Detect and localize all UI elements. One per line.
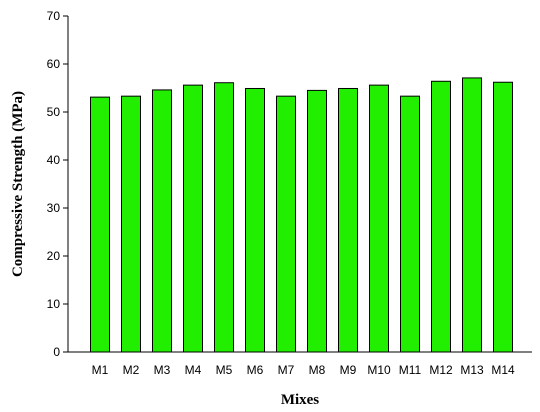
x-tick-label: M1 (92, 363, 109, 377)
x-axis-title: Mixes (281, 392, 319, 408)
bar-m5 (214, 82, 234, 353)
y-tick-label: 20 (47, 249, 61, 263)
x-tick-label: M11 (399, 363, 422, 377)
x-tick-label: M9 (340, 363, 357, 377)
bar-m7 (276, 95, 296, 353)
x-tick-label: M2 (123, 363, 140, 377)
bar-m11 (400, 95, 420, 353)
y-tick-label: 30 (47, 201, 61, 215)
bar-m3 (152, 89, 172, 353)
bar-m6 (245, 87, 265, 353)
bar-m14 (493, 81, 513, 353)
x-tick-label: M10 (367, 363, 391, 377)
y-tick-label: 40 (47, 153, 61, 167)
y-tick-label: 70 (47, 9, 61, 23)
bar-m9 (338, 87, 358, 353)
bar-m8 (307, 89, 327, 353)
y-tick-label: 50 (47, 105, 61, 119)
y-tick-label: 60 (47, 57, 61, 71)
x-tick-label: M13 (460, 363, 484, 377)
x-tick-label: M5 (216, 363, 233, 377)
bar-m12 (431, 80, 451, 353)
x-tick-label: M6 (247, 363, 264, 377)
bar-m13 (462, 77, 482, 353)
bar-m1 (90, 96, 110, 353)
x-tick-label: M12 (429, 363, 453, 377)
x-tick-label: M3 (154, 363, 171, 377)
y-axis-title: Compressive Strength (MPa) (10, 91, 26, 277)
x-axis-ticks: M1 M2 M3 M4 M5 M6 M7 M8 M9 M10 M11 M12 M13 M14 (92, 363, 515, 377)
x-tick-label: M4 (185, 363, 202, 377)
x-tick-label: M14 (491, 363, 515, 377)
bars (90, 77, 513, 353)
bar-m10 (369, 84, 389, 353)
x-tick-label: M7 (278, 363, 295, 377)
bar-m2 (121, 95, 141, 353)
x-tick-label: M8 (309, 363, 326, 377)
bar-m4 (183, 84, 203, 353)
y-tick-label: 0 (53, 345, 60, 359)
y-axis-ticks: 0 10 20 30 40 50 60 70 (47, 9, 68, 359)
y-tick-label: 10 (47, 297, 61, 311)
